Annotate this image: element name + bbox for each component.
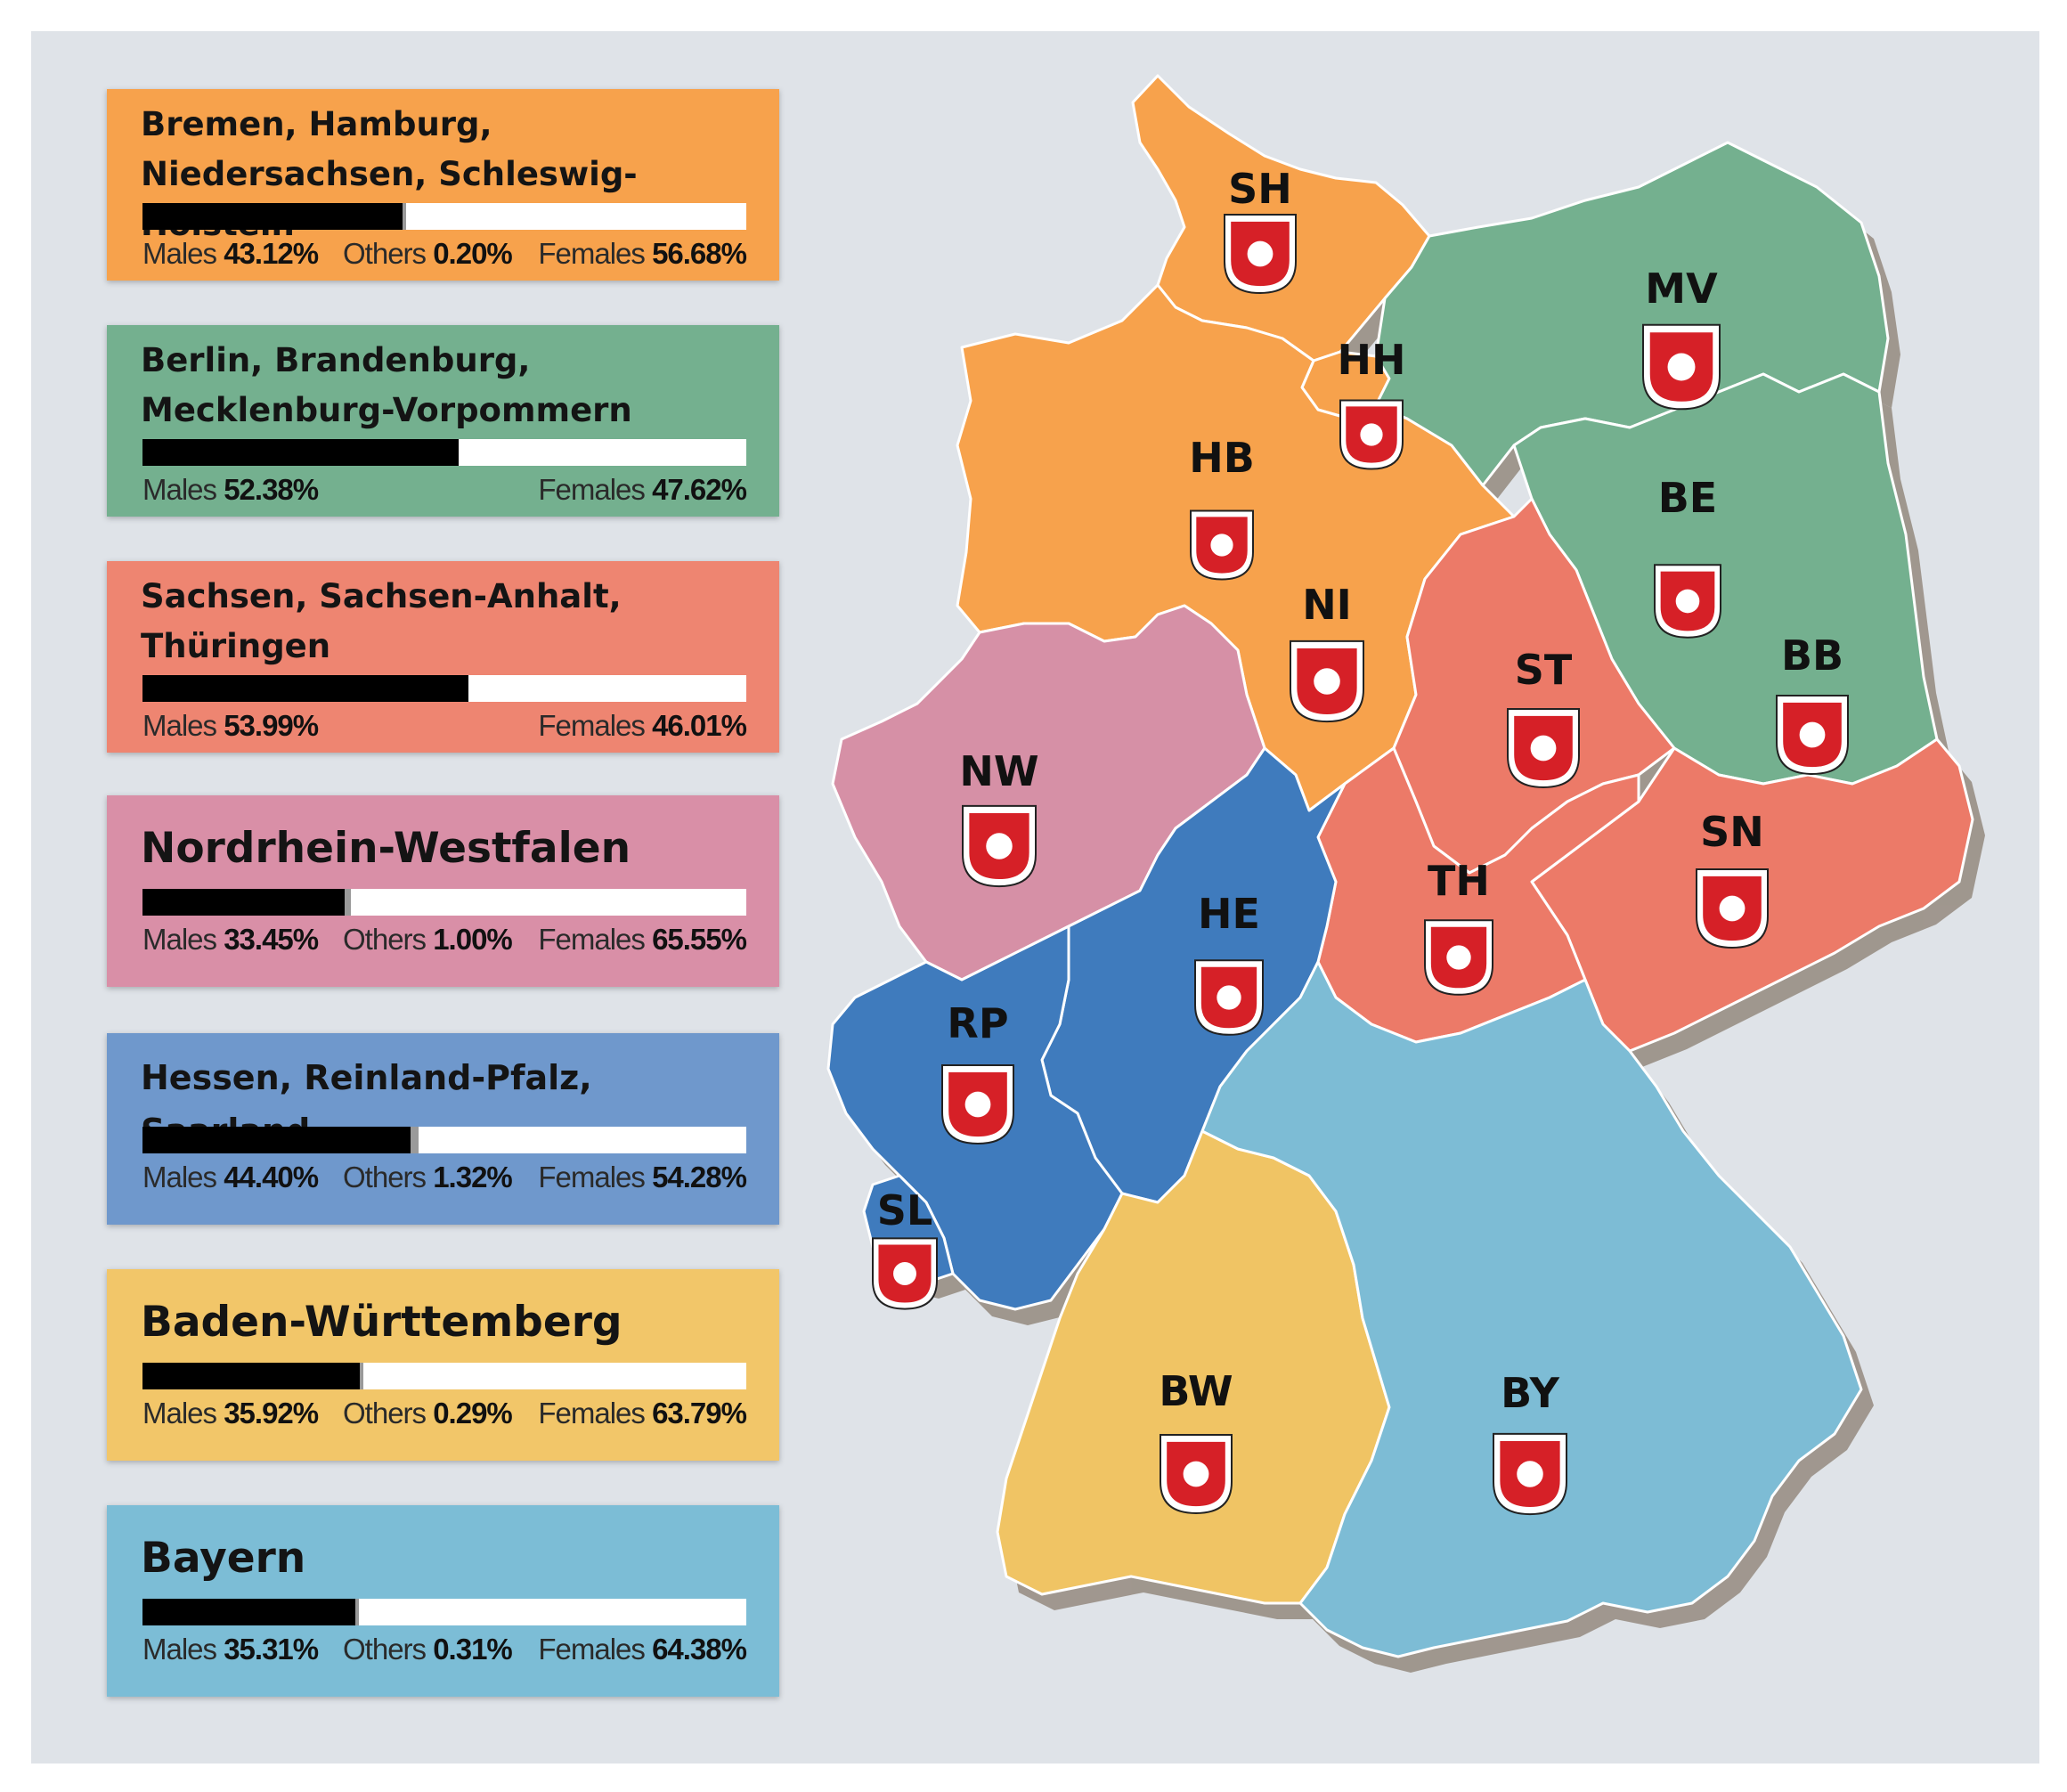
region-title: Nordrhein-Westfalen — [141, 824, 631, 873]
males-segment — [142, 675, 469, 702]
males-stat: Males 33.45% — [142, 923, 319, 956]
region-card: Hessen, Reinland-Pfalz, SaarlandMales 44… — [107, 1033, 779, 1225]
region-title: Berlin, Brandenburg, Mecklenburg-Vorpomm… — [141, 341, 632, 429]
coat-of-arms-by-icon — [1493, 1432, 1567, 1516]
coat-of-arms-hb-icon — [1190, 509, 1254, 581]
state-label-ni: NI — [1302, 581, 1352, 629]
others-stat: Others 1.00% — [343, 923, 513, 956]
state-label-by: BY — [1501, 1369, 1560, 1417]
gender-bar — [142, 675, 746, 702]
males-segment — [142, 439, 460, 466]
gender-stats: Males 43.12% Others 0.20% Females 56.68% — [142, 237, 747, 273]
gender-stats: Males 52.38% Females 47.62% — [142, 473, 747, 509]
coat-of-arms-sh-icon — [1224, 214, 1297, 295]
state-label-bw: BW — [1159, 1367, 1233, 1415]
state-label-rp: RP — [947, 999, 1008, 1047]
state-label-th: TH — [1428, 857, 1490, 905]
others-stat: Others 0.31% — [343, 1633, 513, 1666]
region-card: Bremen, Hamburg, Niedersachsen, Schleswi… — [107, 89, 779, 281]
females-stat: Females 47.62% — [538, 473, 747, 506]
others-stat: Others 0.29% — [343, 1397, 513, 1430]
males-stat: Males 35.92% — [142, 1397, 319, 1430]
gender-stats: Males 53.99% Females 46.01% — [142, 709, 747, 745]
region-card: Nordrhein-Westfalen Males 33.45% Others 1.… — [107, 795, 779, 987]
females-stat: Females 54.28% — [538, 1161, 747, 1193]
coat-of-arms-hh-icon — [1339, 399, 1404, 470]
females-stat: Females 46.01% — [538, 709, 747, 742]
gender-stats: Males 44.40% Others 1.32% Females 54.28% — [142, 1161, 747, 1196]
region-card: Berlin, Brandenburg, Mecklenburg-Vorpomm… — [107, 325, 779, 517]
coats-of-arms — [872, 214, 1849, 1516]
coat-of-arms-bw-icon — [1160, 1434, 1233, 1515]
state-label-be: BE — [1658, 474, 1717, 522]
state-labels: SH HH HB NI MV BE BB ST SN TH NW HE RP SL BW BY — [877, 165, 1843, 1417]
coat-of-arms-sn-icon — [1696, 868, 1769, 949]
state-label-sn: SN — [1700, 808, 1764, 856]
region-title: Bremen, Hamburg, Niedersachsen, Schleswi… — [141, 105, 638, 243]
males-segment — [142, 1599, 356, 1625]
coat-of-arms-th-icon — [1424, 919, 1493, 996]
region-title: Baden-Württemberg — [141, 1298, 623, 1347]
state-label-hb: HB — [1189, 434, 1255, 482]
males-segment — [142, 1363, 360, 1389]
others-stat: Others 0.20% — [343, 237, 513, 270]
males-stat: Males 35.31% — [142, 1633, 319, 1666]
coat-of-arms-mv-icon — [1642, 323, 1721, 411]
coat-of-arms-nw-icon — [962, 804, 1037, 888]
state-label-hh: HH — [1338, 336, 1406, 384]
gender-bar — [142, 1599, 746, 1625]
others-segment — [359, 1363, 363, 1389]
gender-stats: Males 35.92% Others 0.29% Females 63.79% — [142, 1397, 747, 1432]
males-segment — [142, 1127, 411, 1153]
males-stat: Males 53.99% — [142, 709, 319, 742]
others-segment — [411, 1127, 419, 1153]
region-card: Bayern Males 35.31% Others 0.31% Females 64… — [107, 1505, 779, 1697]
males-segment — [142, 203, 403, 230]
state-label-sl: SL — [877, 1186, 932, 1234]
state-by — [1200, 960, 1863, 1658]
coat-of-arms-he-icon — [1194, 959, 1264, 1036]
gender-bar — [142, 203, 746, 230]
coat-of-arms-be-icon — [1654, 564, 1721, 639]
others-segment — [403, 203, 407, 230]
region-card: Sachsen, Sachsen-Anhalt, Thüringen Males … — [107, 561, 779, 753]
region-title: Bayern — [141, 1534, 306, 1583]
coat-of-arms-ni-icon — [1290, 639, 1364, 723]
coat-of-arms-sl-icon — [872, 1237, 938, 1310]
state-label-he: HE — [1198, 890, 1260, 938]
coat-of-arms-bb-icon — [1776, 695, 1849, 776]
coat-of-arms-rp-icon — [941, 1064, 1014, 1145]
others-segment — [355, 1599, 360, 1625]
state-label-sh: SH — [1228, 165, 1292, 213]
gender-bar — [142, 439, 746, 466]
females-stat: Females 56.68% — [538, 237, 747, 270]
gender-bar — [142, 889, 746, 916]
state-label-mv: MV — [1645, 265, 1718, 313]
females-stat: Females 65.55% — [538, 923, 747, 956]
females-stat: Females 63.79% — [538, 1397, 747, 1430]
state-label-nw: NW — [959, 747, 1038, 795]
coat-of-arms-st-icon — [1507, 708, 1580, 789]
males-stat: Males 43.12% — [142, 237, 319, 270]
gender-stats: Males 35.31% Others 0.31% Females 64.38% — [142, 1633, 747, 1668]
males-stat: Males 44.40% — [142, 1161, 319, 1193]
region-title: Sachsen, Sachsen-Anhalt, Thüringen — [141, 577, 622, 665]
gender-bar — [142, 1363, 746, 1389]
gender-bar — [142, 1127, 746, 1153]
males-stat: Males 52.38% — [142, 473, 319, 506]
gender-stats: Males 33.45% Others 1.00% Females 65.55% — [142, 923, 747, 958]
others-segment — [344, 889, 351, 916]
females-stat: Females 64.38% — [538, 1633, 747, 1666]
region-card: Baden-Württemberg Males 35.92% Others 0.29… — [107, 1269, 779, 1461]
state-label-st: ST — [1515, 646, 1573, 694]
state-label-bb: BB — [1781, 631, 1843, 680]
males-segment — [142, 889, 345, 916]
others-stat: Others 1.32% — [343, 1161, 513, 1193]
